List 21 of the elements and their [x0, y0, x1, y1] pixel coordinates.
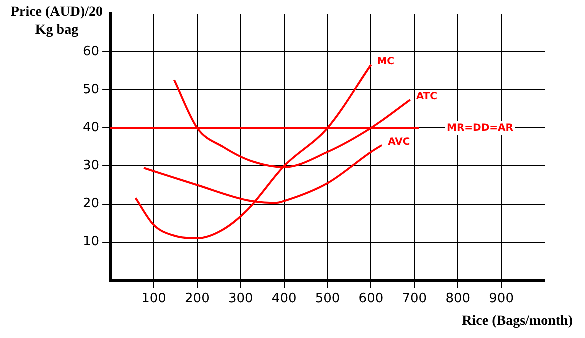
x-tick-label: 400 — [272, 292, 297, 307]
x-tick-label: 100 — [142, 292, 166, 307]
y-tick-label: 50 — [82, 82, 100, 98]
series-label: ATC — [416, 92, 438, 103]
ref-line-label: MR=DD=AR — [447, 122, 514, 134]
y-tick-label: 10 — [82, 234, 100, 250]
series-label: MC — [377, 56, 395, 68]
y-tick-label: 60 — [82, 44, 100, 60]
series-label: AVC — [388, 136, 410, 148]
x-tick-label: 300 — [228, 292, 254, 307]
x-tick-label: 200 — [185, 292, 210, 307]
x-tick-label: 800 — [446, 292, 471, 307]
y-tick-label: 40 — [82, 120, 100, 136]
x-tick-label: 600 — [358, 292, 384, 307]
x-tick-label: 900 — [489, 292, 514, 307]
y-axis-title: Price (AUD)/20 Kg bag — [10, 4, 104, 40]
y-tick-label: 20 — [82, 196, 100, 212]
y-tick-label: 30 — [82, 158, 100, 174]
x-tick-label: 500 — [315, 292, 340, 307]
x-axis-title: Rice (Bags/month) — [462, 314, 573, 330]
x-tick-label: 700 — [402, 292, 428, 307]
